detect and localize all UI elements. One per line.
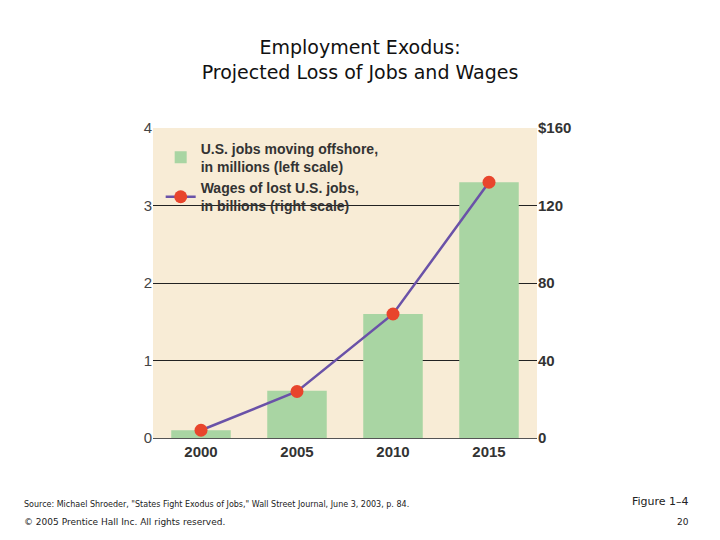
svg-text:$160: $160: [538, 119, 571, 136]
svg-text:1: 1: [144, 352, 152, 369]
svg-text:40: 40: [538, 352, 555, 369]
svg-text:0: 0: [538, 429, 546, 446]
svg-text:4: 4: [144, 119, 152, 136]
svg-text:2000: 2000: [184, 443, 217, 460]
svg-text:Employment Exodus:Projected Lo: Employment Exodus:Projected Loss of Jobs…: [202, 36, 519, 83]
svg-text:80: 80: [538, 274, 555, 291]
svg-text:U.S. jobs moving offshore,in m: U.S. jobs moving offshore,in millions (l…: [201, 141, 378, 175]
svg-text:2005: 2005: [280, 443, 313, 460]
svg-text:3: 3: [144, 197, 152, 214]
svg-text:120: 120: [538, 197, 563, 214]
svg-text:2: 2: [144, 274, 152, 291]
svg-text:Source: Michael Shroeder, "Sta: Source: Michael Shroeder, "States Fight …: [24, 500, 409, 509]
svg-text:2010: 2010: [376, 443, 409, 460]
svg-text:0: 0: [144, 429, 152, 446]
svg-text:Wages of lost U.S. jobs,in bil: Wages of lost U.S. jobs,in billions (rig…: [201, 180, 359, 214]
svg-text:2015: 2015: [472, 443, 505, 460]
svg-text:© 2005 Prentice Hall Inc. All: © 2005 Prentice Hall Inc. All rights res…: [24, 517, 225, 527]
svg-text:Figure 1–4: Figure 1–4: [632, 495, 689, 508]
svg-text:20: 20: [677, 517, 689, 527]
